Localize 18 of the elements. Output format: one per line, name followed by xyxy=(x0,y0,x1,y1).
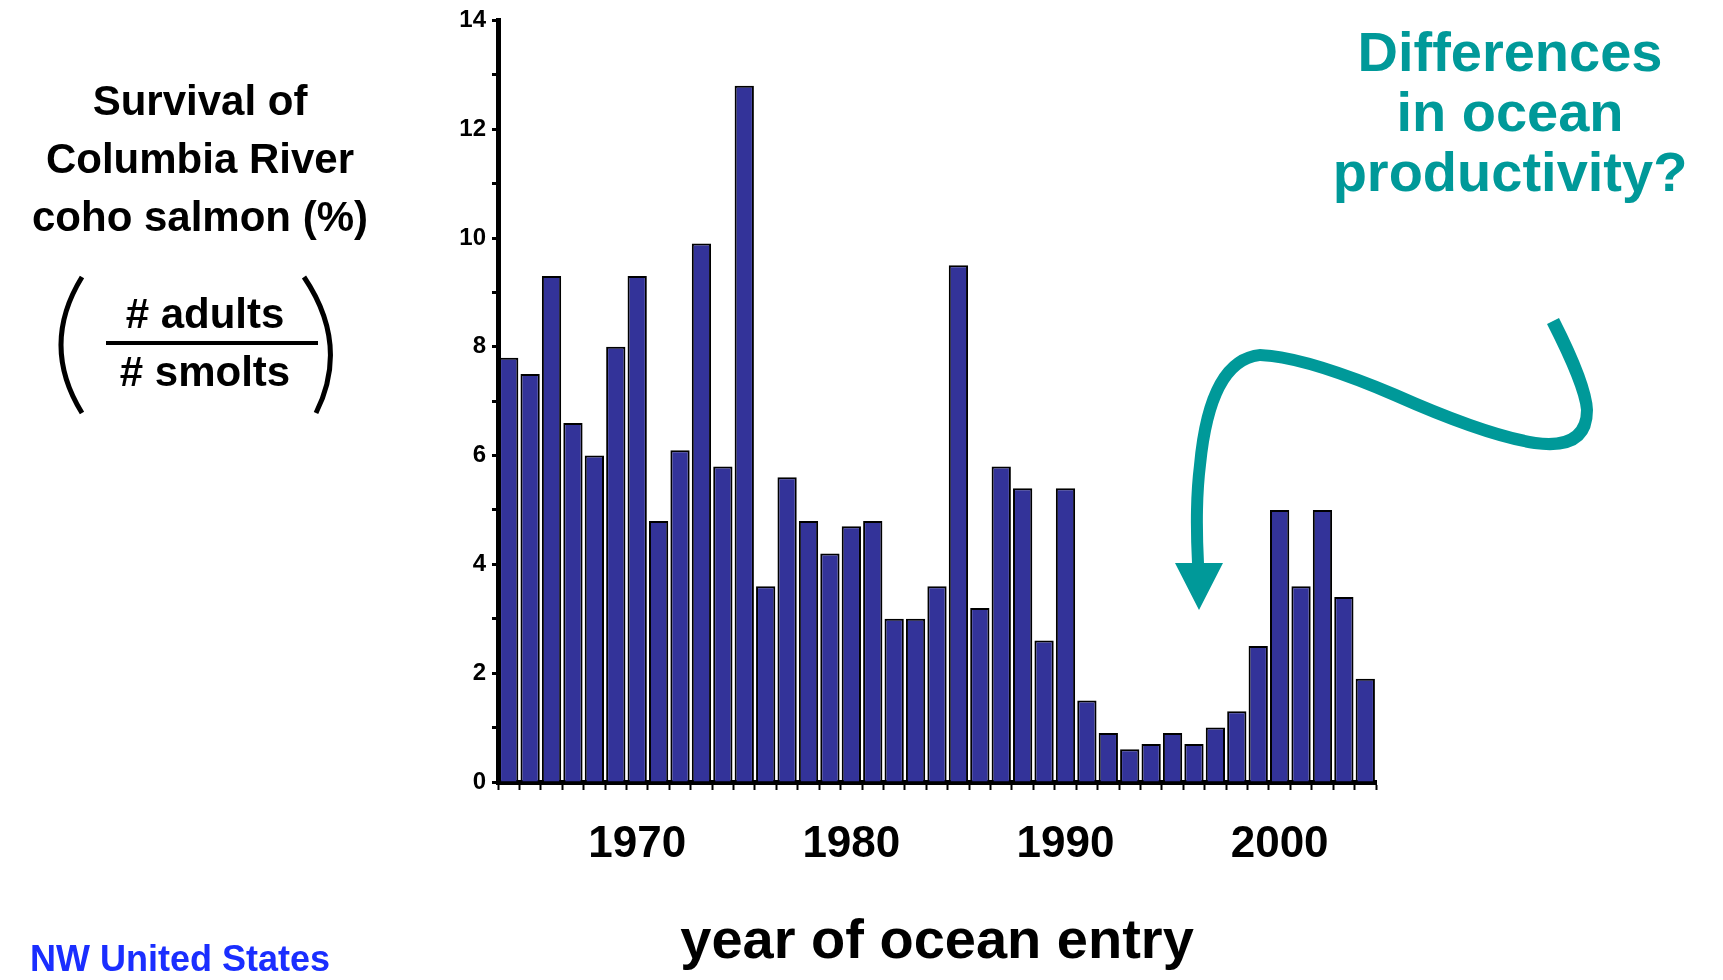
y-axis-title: Survival of Columbia River coho salmon (%) xyxy=(31,76,369,242)
y-tick-label: 4 xyxy=(472,549,487,577)
x-axis-title: year of ocean entry xyxy=(680,906,1194,970)
x-tick-label: 1980 xyxy=(802,816,901,866)
x-tick-label: 1970 xyxy=(588,816,687,866)
y-tick-label: 6 xyxy=(472,440,486,468)
x-tick-label: 1990 xyxy=(1016,816,1115,866)
text: # smolts xyxy=(118,348,292,396)
y-tick-label: 12 xyxy=(459,113,486,141)
annotation: Differences in ocean productivity? xyxy=(1331,20,1689,203)
x-tick-label: 2000 xyxy=(1230,816,1329,866)
text: NW United States xyxy=(30,938,331,980)
y-tick-label: 10 xyxy=(459,222,486,250)
text: # adults xyxy=(124,290,286,338)
y-tick-label: 8 xyxy=(472,331,486,359)
y-tick-label: 14 xyxy=(459,5,487,33)
y-tick-label: 2 xyxy=(472,657,486,685)
y-tick-label: 0 xyxy=(472,766,486,794)
